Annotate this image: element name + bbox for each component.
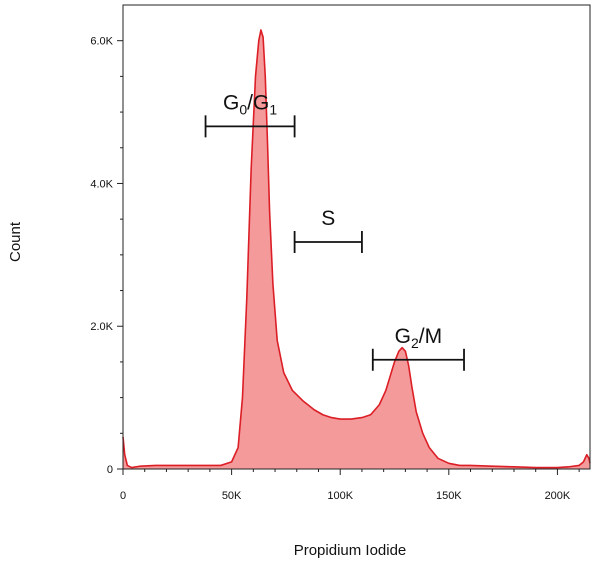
plot-area: [122, 29, 591, 469]
gate-label-subscript: 2: [411, 335, 419, 351]
y-tick-label: 4.0K: [90, 178, 113, 190]
gate-label-text: G: [223, 91, 239, 114]
gate[interactable]: S: [293, 207, 363, 253]
gate-label-text: /M: [419, 325, 442, 348]
x-tick-label: 0: [120, 490, 126, 502]
series-line: [122, 29, 591, 469]
x-tick-label: 200K: [545, 490, 571, 502]
gate[interactable]: G0/G1: [204, 91, 296, 138]
gate-label: G2/M: [395, 325, 442, 351]
gate-label-text: /G: [247, 91, 269, 114]
y-axis-title: Count: [7, 221, 24, 262]
x-tick-label: 50K: [222, 490, 242, 502]
gate-label-text: S: [321, 207, 335, 230]
gate-label-subscript: 0: [239, 101, 247, 117]
plot-frame: [122, 4, 591, 470]
x-tick-label: 100K: [327, 490, 353, 502]
y-axis-ticks: 0 2.0K 4.0K 6.0K: [90, 36, 123, 476]
gate-label: S: [321, 207, 335, 230]
y-tick-label: 6.0K: [90, 36, 113, 48]
y-tick-label: 2.0K: [90, 321, 113, 333]
x-axis-title: Propidium Iodide: [294, 542, 407, 559]
series-area: [123, 29, 590, 469]
y-tick-label: 0: [107, 464, 113, 476]
gate-label: G0/G1: [223, 91, 277, 117]
gate-label-subscript: 1: [269, 101, 277, 117]
x-axis-ticks: 0 50K 100K 150K 200K: [120, 469, 580, 502]
gate[interactable]: G2/M: [371, 325, 465, 371]
x-tick-label: 150K: [436, 490, 462, 502]
gate-label-text: G: [395, 325, 411, 348]
